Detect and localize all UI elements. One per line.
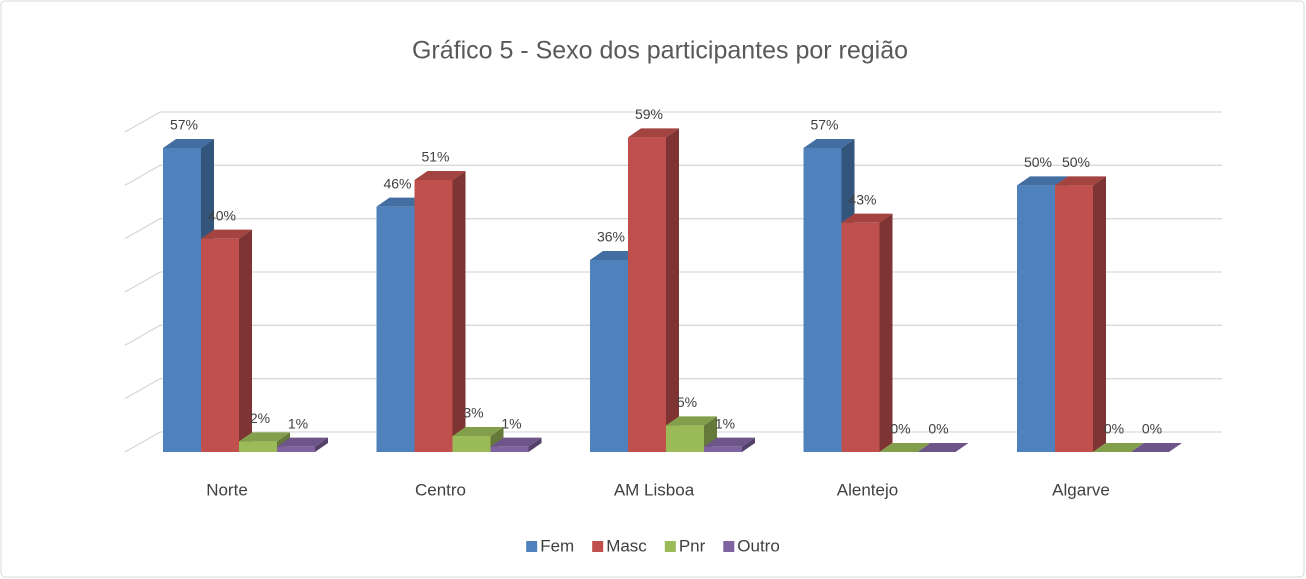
chart-title: Gráfico 5 - Sexo dos participantes por r… (412, 37, 908, 65)
value-label: 46% (383, 175, 411, 191)
legend-item: Pnr (664, 536, 706, 555)
bar (628, 128, 679, 453)
bar-side (742, 437, 755, 452)
bar-front (376, 206, 415, 452)
value-label: 51% (421, 149, 449, 165)
bar-top (452, 427, 504, 436)
bar-top (277, 437, 328, 447)
value-label: 50% (1024, 154, 1052, 170)
bar-front (666, 425, 704, 452)
bar (841, 213, 893, 452)
bar-top (163, 139, 214, 148)
value-label: 1% (501, 415, 521, 431)
value-label: 1% (288, 415, 308, 431)
bar (414, 171, 466, 452)
x-tick-label: Alentejo (837, 480, 898, 499)
legend-swatch (526, 541, 538, 552)
bar-top (803, 139, 855, 148)
legend-label: Masc (606, 536, 647, 555)
value-label: 0% (928, 421, 948, 437)
bar-top (666, 416, 717, 426)
value-label: 43% (848, 191, 876, 207)
bar (490, 437, 542, 452)
value-label: 50% (1062, 154, 1090, 170)
x-tick-label: Algarve (1052, 480, 1110, 499)
legend-swatch (592, 541, 604, 552)
grid-line (124, 164, 1222, 186)
legend-label: Pnr (679, 536, 706, 555)
bar (1093, 443, 1144, 452)
legend-swatch (723, 541, 735, 552)
x-tick-label: AM Lisboa (614, 480, 695, 499)
bar (1131, 443, 1182, 452)
bar-front (628, 137, 666, 453)
value-label: 57% (810, 117, 838, 133)
value-label: 0% (1142, 421, 1162, 437)
bar-top (704, 437, 755, 447)
value-label: 0% (890, 421, 910, 437)
x-tick-label: Centro (415, 480, 466, 499)
bar (879, 443, 931, 452)
bar-front (452, 436, 491, 452)
legend: Fem Masc Pnr Outro (526, 536, 780, 555)
bar-top (628, 128, 679, 138)
value-label: 40% (208, 207, 236, 223)
bar (1055, 176, 1106, 453)
bar-front (590, 260, 628, 452)
bar-side (239, 229, 252, 452)
legend-item: Masc (592, 536, 647, 555)
bar-side (879, 213, 893, 452)
bar-top (201, 229, 252, 239)
bar-top (1017, 176, 1068, 186)
legend-label: Outro (737, 536, 780, 555)
grid-line (124, 111, 1222, 133)
bar (704, 437, 755, 452)
bar-front (841, 222, 880, 452)
bar-top (841, 213, 893, 223)
value-label: 5% (677, 394, 697, 410)
value-label: 0% (1104, 421, 1124, 437)
legend-item: Fem (526, 536, 574, 555)
bar-top (1131, 443, 1182, 452)
legend-swatch (664, 541, 676, 552)
bar-top (1093, 443, 1144, 452)
bar-front (201, 238, 239, 452)
bar-front (414, 180, 453, 452)
bar-top (917, 443, 969, 452)
bar-side (666, 128, 679, 453)
value-label: 36% (597, 229, 625, 245)
bar-top (239, 432, 290, 442)
bar-side (452, 171, 466, 452)
value-label: 59% (635, 106, 663, 122)
bar-top (490, 437, 542, 447)
bar-front (239, 441, 277, 452)
x-tick-label: Norte (206, 480, 248, 499)
bar-side (315, 437, 328, 452)
value-label: 3% (463, 405, 483, 421)
bar-side (1093, 176, 1106, 453)
bar-front (704, 446, 742, 452)
bar-front (163, 148, 201, 452)
value-label: 57% (170, 117, 198, 133)
bar (917, 443, 969, 452)
bar-front (490, 446, 529, 452)
bar-top (1055, 176, 1106, 186)
bar-side (528, 437, 542, 452)
value-label: 1% (715, 415, 735, 431)
legend-label: Fem (540, 536, 574, 555)
bar-front (1017, 185, 1055, 453)
value-label: 2% (250, 410, 270, 426)
bar-top (879, 443, 931, 452)
bar-front (1055, 185, 1093, 453)
bar (277, 437, 328, 452)
bar (201, 229, 252, 452)
bar-front (277, 446, 315, 452)
legend-item: Outro (723, 536, 780, 555)
bar-top (414, 171, 466, 180)
bar-front (803, 148, 842, 452)
